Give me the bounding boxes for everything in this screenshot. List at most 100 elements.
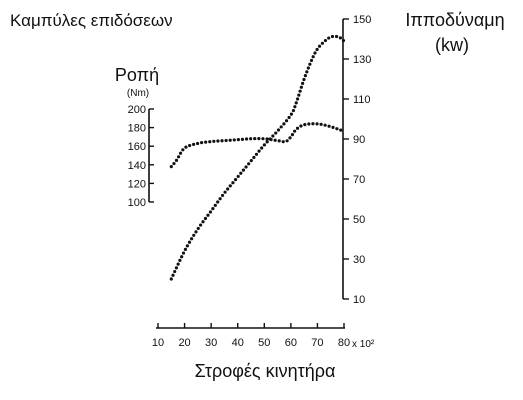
power-curve-dot bbox=[282, 122, 286, 126]
power-curve-dot bbox=[287, 115, 291, 120]
power-curve-dot bbox=[208, 210, 213, 214]
torque-curve-dot bbox=[331, 125, 335, 129]
power-curve-dot bbox=[276, 128, 281, 132]
power-curve-dot bbox=[192, 233, 196, 237]
torque-curve-dot bbox=[253, 137, 257, 141]
power-curve-dot bbox=[171, 273, 175, 277]
left-axis-tick-label: 160 bbox=[128, 141, 146, 153]
power-curve-dot bbox=[327, 36, 331, 40]
power-curve-dot bbox=[293, 105, 297, 109]
torque-curve-dot bbox=[339, 128, 343, 132]
power-curve-dot bbox=[189, 237, 194, 241]
power-curve-dot bbox=[308, 62, 312, 66]
power-curve-dot bbox=[239, 171, 243, 175]
power-curve-dot bbox=[223, 190, 227, 194]
power-curve-dot bbox=[257, 149, 261, 153]
power-curve-dot bbox=[268, 137, 272, 141]
torque-curve-dot bbox=[315, 122, 319, 126]
left-axis-tick-label: 180 bbox=[128, 123, 146, 135]
torque-curve-dot bbox=[169, 165, 173, 169]
torque-curve-dot bbox=[178, 151, 183, 155]
power-curve-dot bbox=[320, 41, 325, 45]
series-torque-curve bbox=[169, 122, 343, 169]
series-power-curve bbox=[169, 34, 346, 281]
power-curve-dot bbox=[196, 226, 200, 231]
power-curve-dot bbox=[289, 112, 294, 116]
power-curve-dot bbox=[334, 34, 339, 39]
power-curve-dot bbox=[298, 89, 302, 93]
left-axis-tick-label: 200 bbox=[128, 104, 146, 116]
power-curve-dot bbox=[187, 240, 192, 244]
torque-curve-dot bbox=[273, 138, 277, 142]
torque-curve-dot bbox=[172, 161, 176, 166]
power-curve-dot bbox=[265, 140, 269, 144]
power-curve-dot bbox=[183, 247, 188, 252]
torque-curve-dot bbox=[323, 123, 327, 127]
torque-curve-dot bbox=[212, 139, 216, 143]
right-axis-tick-label: 130 bbox=[353, 54, 371, 66]
x-axis-tick-label: 60 bbox=[285, 337, 297, 349]
right-axis: 10 30 50 70 90 110 130 150 bbox=[342, 14, 371, 306]
power-curve-dot bbox=[302, 77, 306, 82]
torque-curve-dot bbox=[281, 140, 285, 144]
torque-curve-dot bbox=[293, 129, 297, 133]
right-axis-tick-label: 150 bbox=[353, 14, 371, 26]
torque-curve-dot bbox=[176, 155, 181, 159]
power-curve-dot bbox=[220, 193, 225, 198]
torque-curve-dot bbox=[196, 141, 200, 146]
torque-curve-dot bbox=[188, 143, 192, 148]
x-axis-tick-label: 10 bbox=[152, 337, 164, 349]
torque-curve-dot bbox=[216, 139, 220, 143]
power-curve-dot bbox=[303, 74, 307, 78]
torque-curve-dot bbox=[277, 139, 281, 143]
power-curve-dot bbox=[305, 70, 309, 74]
power-curve-dot bbox=[206, 213, 210, 217]
power-curve-dot bbox=[284, 119, 289, 123]
power-curve-dot bbox=[226, 187, 230, 191]
right-axis-tick-label: 30 bbox=[353, 254, 365, 266]
power-curve-dot bbox=[198, 223, 203, 227]
torque-curve-dot bbox=[181, 148, 185, 152]
power-curve-dot bbox=[306, 66, 310, 70]
left-axis-title: Ροπή bbox=[115, 65, 159, 85]
right-axis-tick-label: 90 bbox=[353, 134, 365, 146]
power-curve-dot bbox=[211, 207, 215, 211]
power-curve-dot bbox=[279, 125, 283, 129]
power-curve-dot bbox=[185, 244, 190, 248]
left-axis: 100 120 140 160 180 200 bbox=[128, 104, 154, 209]
torque-curve-dot bbox=[299, 124, 303, 128]
x-axis-tick-label: 40 bbox=[232, 337, 244, 349]
power-curve-dot bbox=[173, 269, 177, 274]
torque-curve-dot bbox=[208, 140, 212, 144]
power-curve-dot bbox=[228, 184, 232, 188]
power-curve-dot bbox=[338, 36, 342, 40]
power-curve-dot bbox=[341, 38, 346, 43]
power-curve-dot bbox=[249, 159, 253, 163]
power-curve-dot bbox=[218, 197, 222, 201]
power-curve-dot bbox=[317, 44, 322, 48]
x-axis-tick-label: 30 bbox=[205, 337, 217, 349]
power-curve-dot bbox=[174, 266, 179, 270]
power-curve-dot bbox=[180, 255, 184, 259]
right-axis-title-line1: Ιπποδύναμη bbox=[405, 10, 504, 30]
power-curve-dot bbox=[297, 93, 301, 97]
right-axis-tick-label: 50 bbox=[353, 214, 365, 226]
left-axis-tick-label: 120 bbox=[128, 178, 146, 190]
torque-curve-dot bbox=[285, 139, 289, 143]
torque-curve-dot bbox=[303, 123, 307, 127]
torque-curve-dot bbox=[327, 124, 331, 128]
right-axis-title-line2: (kw) bbox=[435, 35, 469, 55]
torque-curve-dot bbox=[232, 138, 236, 142]
power-curve-dot bbox=[311, 55, 315, 59]
torque-curve-dot bbox=[174, 158, 179, 162]
power-curve-dot bbox=[201, 220, 205, 224]
torque-curve-dot bbox=[295, 126, 300, 130]
power-curve-dot bbox=[309, 58, 314, 63]
chart-title: Καμπύλες επιδόσεων bbox=[10, 11, 173, 30]
power-curve-dot bbox=[169, 277, 173, 281]
power-curve-dot bbox=[274, 131, 278, 135]
torque-curve-dot bbox=[249, 137, 253, 141]
power-curve-dot bbox=[176, 262, 180, 266]
torque-curve-dot bbox=[257, 136, 261, 141]
